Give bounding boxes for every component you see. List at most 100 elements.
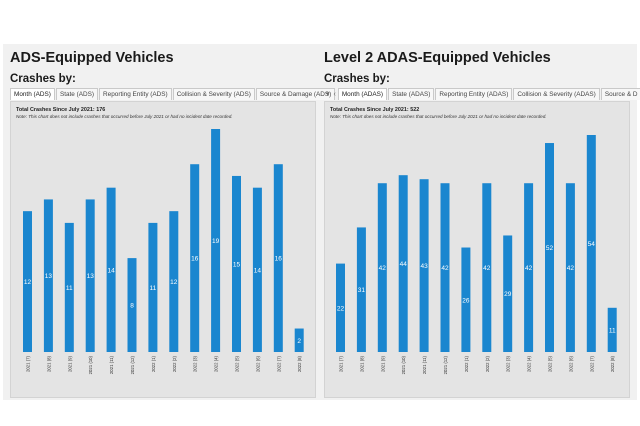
bar-2022-1[interactable] [461,247,471,352]
bar-value-label: 16 [191,256,199,263]
bar-2021-9[interactable] [377,183,387,352]
bar-value-label: 26 [462,297,470,304]
total-crashes-text: Total Crashes Since July 2021: 522 [330,107,420,113]
x-tick-label: 2021 (12) [130,355,135,374]
bar-value-label: 52 [546,245,554,252]
bar-2021-7[interactable] [23,211,32,352]
adas-bar-chart: 22 2021 (7) 31 2021 (8) 42 2021 (9) 44 2021 (10… [336,135,617,374]
x-tick-label: 2022 (1) [464,355,469,372]
chart-note: Note: This chart does not include crashe… [16,114,233,119]
bar-2022-3[interactable] [190,164,200,352]
x-tick-label: 2021 (11) [109,355,114,374]
tab-source-damage-ads[interactable]: Source & Damage (ADS) [255,88,336,100]
ads-panel: ADS-Equipped Vehicles Crashes by: Month … [10,46,336,398]
x-tick-label: 2022 (2) [172,355,177,372]
x-tick-label: 2022 (8) [297,355,302,372]
bar-2022-6[interactable] [252,187,262,352]
bar-value-label: 31 [358,287,366,294]
x-tick-label: 2021 (10) [88,355,93,374]
tab-state-adas[interactable]: State (ADAS) [388,88,435,100]
crashes-by-label: Crashes by: [10,73,76,85]
chart-note: Note: This chart does not include crashe… [330,114,547,119]
crashes-by-label: Crashes by: [324,73,390,85]
x-tick-label: 2022 (5) [548,355,553,372]
bar-2021-10[interactable] [85,199,95,352]
bar-value-label: 54 [588,241,596,248]
x-tick-label: 2021 (9) [67,355,72,372]
tab-bar: Month (ADS) State (ADS) Reporting Entity… [10,88,336,100]
x-tick-label: 2021 (7) [339,355,344,372]
ads-bar-chart: 12 2021 (7) 13 2021 (8) 11 2021 (9) 13 2021 (10… [23,129,304,374]
bar-2022-5[interactable] [232,175,241,352]
bar-2022-6[interactable] [565,183,575,352]
tab-reporting-entity-ads[interactable]: Reporting Entity (ADS) [99,88,172,100]
bar-2022-4[interactable] [211,129,221,352]
bar-value-label: 13 [87,273,95,280]
tab-collision-severity-adas[interactable]: Collision & Severity (ADAS) [513,88,600,100]
bar-2021-8[interactable] [356,227,366,352]
total-crashes-text: Total Crashes Since July 2021: 176 [16,107,106,113]
x-tick-label: 2022 (7) [276,355,281,372]
chevron-left-icon[interactable]: ‹ [333,90,336,98]
bar-2022-7[interactable] [586,135,596,352]
bar-value-label: 16 [275,256,283,263]
x-tick-label: 2022 (2) [485,355,490,372]
bar-value-label: 11 [609,327,616,334]
bar-2022-8[interactable] [607,307,617,352]
bar-2021-11[interactable] [106,187,116,352]
bar-2022-8[interactable] [294,328,304,352]
bar-value-label: 42 [525,265,533,272]
x-tick-label: 2021 (12) [443,355,448,374]
x-tick-label: 2021 (9) [380,355,385,372]
bar-2021-12[interactable] [440,183,450,352]
x-tick-label: 2021 (8) [46,355,51,372]
x-tick-label: 2022 (3) [193,355,198,372]
bar-value-label: 8 [130,303,134,310]
tab-month-adas[interactable]: Month (ADAS) [337,88,388,100]
x-tick-label: 2022 (5) [235,355,240,372]
bar-2022-5[interactable] [545,143,554,352]
bar-2021-12[interactable] [127,258,137,352]
bar-value-label: 11 [66,285,73,292]
bar-2022-2[interactable] [169,211,179,352]
caret-down-icon[interactable]: ▾ [326,91,330,98]
tab-source-damage-adas[interactable]: Source & D [600,88,640,100]
x-tick-label: 2021 (8) [359,355,364,372]
tab-collision-severity-ads[interactable]: Collision & Severity (ADS) [172,88,255,100]
bar-value-label: 14 [107,267,115,274]
bar-2022-7[interactable] [273,164,283,352]
bar-value-label: 42 [483,265,491,272]
bar-value-label: 13 [45,273,53,280]
bar-2021-7[interactable] [336,263,345,352]
bar-2022-2[interactable] [482,183,492,352]
x-tick-label: 2021 (10) [401,355,406,374]
tab-state-ads[interactable]: State (ADS) [55,88,99,100]
bar-value-label: 19 [212,238,220,245]
bar-value-label: 43 [420,263,428,270]
bar-2022-1[interactable] [148,222,158,352]
bar-value-label: 12 [24,279,32,286]
x-tick-label: 2022 (4) [527,355,532,372]
bar-value-label: 2 [297,338,301,345]
tab-reporting-entity-adas[interactable]: Reporting Entity (ADAS) [435,88,513,100]
bar-2021-8[interactable] [43,199,53,352]
bar-value-label: 22 [337,305,345,312]
chart-area: Total Crashes Since July 2021: 176 Note:… [10,101,316,398]
bar-2021-10[interactable] [398,175,408,352]
panel-title: Level 2 ADAS-Equipped Vehicles [324,50,551,66]
bar-value-label: 11 [150,285,157,292]
tab-bar: ▾ ‹ Month (ADAS) State (ADAS) Reporting … [324,88,640,100]
x-tick-label: 2021 (7) [26,355,31,372]
bar-value-label: 44 [400,261,408,268]
x-tick-label: 2022 (8) [610,355,615,372]
bar-2022-3[interactable] [503,235,513,352]
bar-2021-11[interactable] [419,179,429,352]
panel-title: ADS-Equipped Vehicles [10,50,174,66]
tab-month-ads[interactable]: Month (ADS) [10,88,55,100]
x-tick-label: 2022 (7) [589,355,594,372]
bar-2021-9[interactable] [64,222,74,352]
bar-value-label: 15 [233,261,241,268]
bar-2022-4[interactable] [524,183,534,352]
bar-value-label: 42 [379,265,387,272]
x-tick-label: 2022 (1) [151,355,156,372]
